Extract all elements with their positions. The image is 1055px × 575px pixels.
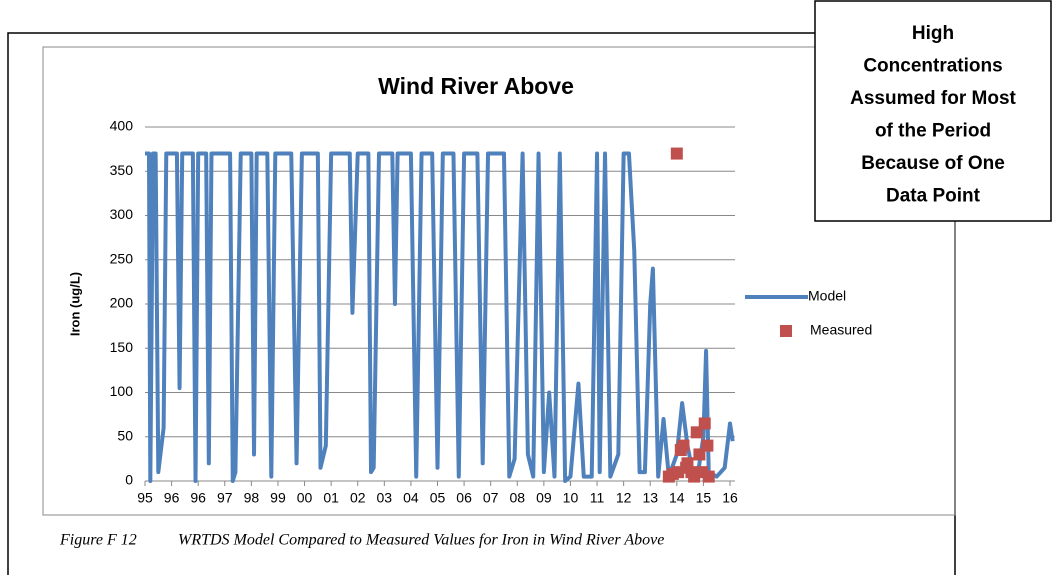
- x-tick-label: 09: [536, 490, 552, 506]
- page-border: [7, 32, 815, 575]
- x-tick-label: 96: [190, 490, 206, 506]
- annotation-line: Assumed for Most: [850, 88, 1016, 109]
- x-tick-label: 14: [669, 490, 685, 506]
- x-tick-label: 97: [217, 490, 233, 506]
- y-tick-label: 100: [110, 383, 134, 399]
- y-tick-label: 200: [110, 295, 134, 311]
- measured-point: [670, 147, 683, 160]
- x-tick-label: 95: [137, 490, 153, 506]
- x-tick-label: 96: [164, 490, 180, 506]
- x-tick-label: 13: [642, 490, 658, 506]
- x-tick-label: 99: [270, 490, 286, 506]
- x-tick-label: 16: [722, 490, 738, 506]
- annotation-line: Data Point: [886, 186, 981, 207]
- legend-marker: [780, 325, 792, 337]
- measured-point: [701, 439, 714, 452]
- x-tick-label: 15: [696, 490, 712, 506]
- chart-title: Wind River Above: [378, 73, 574, 99]
- x-tick-label: 04: [403, 490, 419, 506]
- legend-label: Measured: [810, 322, 872, 338]
- x-tick-label: 10: [563, 490, 579, 506]
- annotation-line: Concentrations: [863, 56, 1002, 77]
- y-tick-label: 400: [110, 118, 134, 134]
- measured-point: [698, 417, 711, 430]
- y-tick-label: 350: [110, 162, 134, 178]
- x-tick-label: 12: [616, 490, 632, 506]
- y-tick-label: 150: [110, 339, 134, 355]
- model-line: [145, 151, 735, 483]
- y-tick-label: 50: [117, 427, 133, 443]
- annotation-line: of the Period: [875, 121, 991, 142]
- measured-point: [702, 470, 715, 483]
- chart-frame: [42, 46, 956, 516]
- annotation: High Concentrations Assumed for Most of the…: [850, 23, 1016, 207]
- y-tick-label: 250: [110, 250, 134, 266]
- y-tick-label: 0: [125, 472, 133, 488]
- x-tick-label: 01: [323, 490, 339, 506]
- annotation-line: High: [912, 23, 954, 44]
- y-tick-label: 300: [110, 206, 134, 222]
- caption-text: WRTDS Model Compared to Measured Values …: [178, 532, 664, 549]
- x-tick-label: 08: [509, 490, 525, 506]
- x-tick-label: 06: [456, 490, 472, 506]
- legend-label: Model: [808, 288, 846, 304]
- annotation-line: Because of One: [861, 153, 1005, 174]
- y-axis-label: Iron (ug/L): [67, 272, 82, 336]
- x-tick-label: 11: [590, 490, 605, 506]
- x-tick-label: 00: [297, 490, 313, 506]
- x-tick-label: 05: [430, 490, 446, 506]
- x-tick-label: 03: [377, 490, 393, 506]
- x-tick-label: 98: [244, 490, 260, 506]
- caption-label: Figure F 12: [59, 532, 137, 549]
- annotation-box: [814, 0, 1052, 222]
- x-tick-label: 07: [483, 490, 499, 506]
- measured-point: [677, 439, 690, 452]
- x-tick-label: 02: [350, 490, 366, 506]
